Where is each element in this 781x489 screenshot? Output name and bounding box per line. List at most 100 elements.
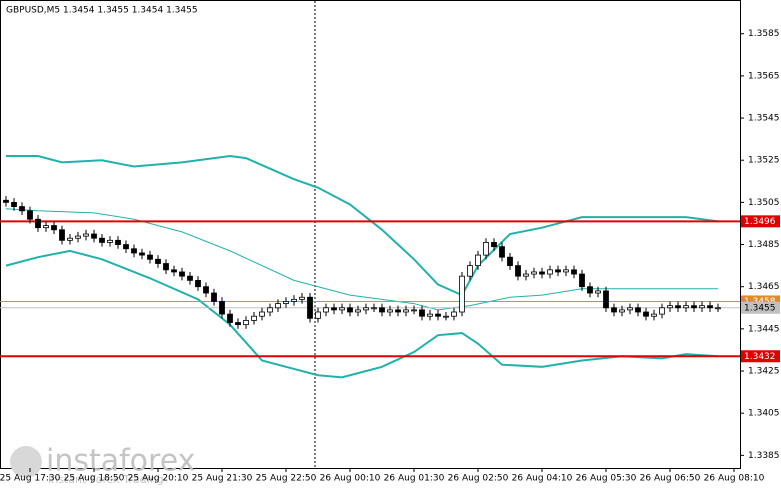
- bollinger-band: [5, 249, 719, 379]
- candle-body: [603, 290, 609, 309]
- candle-body: [547, 269, 553, 275]
- candle-body: [419, 309, 425, 317]
- x-tick-label: 26 Aug 02:50: [448, 474, 509, 484]
- candle-body: [619, 309, 625, 313]
- bollinger-band: [5, 208, 718, 311]
- candle-body: [75, 235, 81, 239]
- candle-body: [379, 307, 385, 313]
- candle-body: [507, 256, 513, 267]
- candle-body: [443, 315, 449, 318]
- candle-body: [539, 271, 545, 275]
- y-tick-label: 1.3545: [748, 114, 780, 124]
- candle-body: [571, 269, 577, 275]
- price-level-tag: [741, 350, 780, 363]
- candle-body: [659, 307, 665, 315]
- candle-body: [187, 275, 193, 281]
- candle-body: [235, 322, 241, 326]
- plot: [0, 154, 740, 379]
- candle-body: [363, 307, 369, 311]
- watermark: instaforex Instant Forex Trading: [10, 444, 195, 486]
- price-level-label: 1.3432: [744, 352, 776, 362]
- candle-body: [51, 225, 57, 231]
- chart-title: GBPUSD,M5 1.3454 1.3455 1.3454 1.3455: [6, 6, 198, 16]
- candle-body: [627, 307, 633, 311]
- candle-body: [91, 233, 97, 239]
- candle-body: [155, 258, 161, 264]
- price-level-label: 1.3455: [744, 303, 776, 313]
- candle-body: [371, 307, 377, 310]
- candle-body: [499, 246, 505, 258]
- candle-body: [555, 269, 561, 273]
- watermark-logo: [10, 446, 42, 478]
- y-tick-label: 1.3505: [748, 198, 780, 208]
- y-tick-label: 1.3465: [748, 282, 780, 292]
- watermark-subtitle: Instant Forex Trading: [48, 473, 164, 486]
- candle-body: [99, 237, 105, 243]
- candle-body: [59, 229, 65, 241]
- y-tick-label: 1.3445: [748, 324, 780, 334]
- x-tick-label: 25 Aug 21:30: [192, 474, 253, 484]
- candle-body: [467, 265, 473, 277]
- candle-body: [227, 313, 233, 323]
- candle-body: [211, 292, 217, 302]
- candle-body: [107, 239, 113, 243]
- candle-body: [115, 239, 121, 245]
- candle-body: [307, 296, 313, 319]
- candle-body: [411, 309, 417, 312]
- candle-body: [11, 201, 17, 207]
- candle-body: [595, 290, 601, 294]
- candle-body: [523, 273, 529, 277]
- candle-body: [579, 273, 585, 288]
- candle-body: [259, 311, 265, 317]
- candle-body: [667, 305, 673, 309]
- candle-body: [339, 307, 345, 311]
- x-tick-label: 25 Aug 20:10: [128, 474, 189, 484]
- y-tick-label: 1.3385: [748, 451, 780, 461]
- candle-body: [331, 307, 337, 311]
- candle-body: [179, 271, 185, 277]
- x-tick-label: 25 Aug 18:50: [64, 474, 125, 484]
- y-tick-label: 1.3425: [748, 367, 780, 377]
- price-level-tag: [741, 301, 780, 314]
- candle-body: [699, 305, 705, 309]
- candle-body: [691, 305, 697, 309]
- candle-body: [683, 305, 689, 309]
- candle-body: [323, 307, 329, 313]
- x-tick-label: 26 Aug 08:10: [704, 474, 765, 484]
- candle-body: [587, 286, 593, 294]
- candle-body: [275, 303, 281, 309]
- candle-body: [163, 263, 169, 271]
- candle-body: [491, 242, 497, 248]
- candle-body: [635, 307, 641, 313]
- y-tick-label: 1.3565: [748, 71, 780, 81]
- candle-body: [355, 309, 361, 313]
- candle-body: [147, 254, 153, 260]
- candle-body: [83, 233, 89, 237]
- x-tick-label: 25 Aug 17:30: [0, 474, 61, 484]
- x-tick-label: 26 Aug 05:30: [576, 474, 637, 484]
- watermark-text: instaforex: [46, 444, 195, 479]
- candle-body: [347, 307, 353, 313]
- candle-body: [315, 311, 321, 319]
- x-tick-label: 26 Aug 01:30: [384, 474, 445, 484]
- candle-body: [651, 313, 657, 317]
- candle-body: [707, 305, 713, 309]
- candle-body: [611, 307, 617, 313]
- candle-body: [27, 210, 33, 220]
- candle-body: [43, 225, 49, 229]
- candle-body: [19, 206, 25, 212]
- candle-body: [171, 269, 177, 273]
- candle-body: [251, 315, 257, 321]
- y-tick-label: 1.3585: [748, 29, 780, 39]
- price-level-label: 1.3496: [744, 217, 776, 227]
- candle-body: [67, 237, 73, 241]
- candle-body: [387, 309, 393, 313]
- bollinger-band: [6, 154, 719, 297]
- y-tick-label: 1.3525: [748, 156, 780, 166]
- candle-body: [195, 279, 201, 288]
- y-tick-label: 1.3485: [748, 240, 780, 250]
- candle-body: [123, 244, 129, 250]
- candle-body: [283, 301, 289, 304]
- y-tick-label: 1.3405: [748, 409, 780, 419]
